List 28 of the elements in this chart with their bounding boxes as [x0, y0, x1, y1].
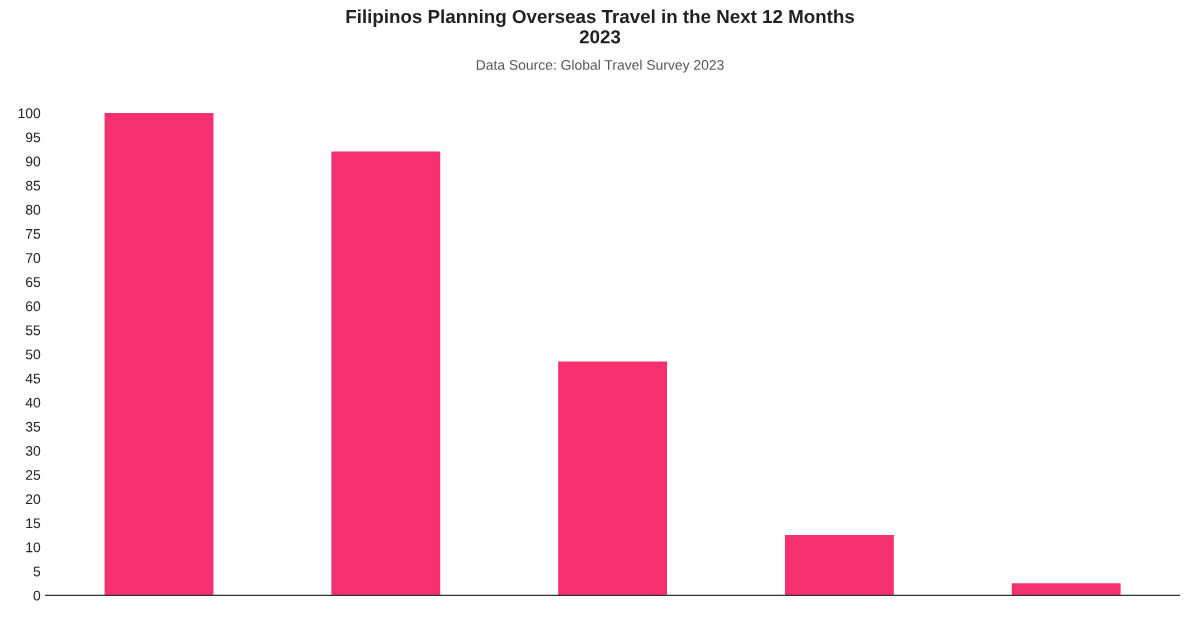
y-tick-label: 60	[26, 301, 41, 312]
y-tick-label: 70	[26, 253, 41, 263]
bar	[558, 361, 668, 596]
y-tick-label: 20	[25, 494, 41, 505]
chart-subtitle: Data Source: Global Travel Survey 2023	[476, 59, 724, 73]
y-tick-label: 5	[33, 566, 41, 577]
y-tick-label: 65	[26, 277, 41, 288]
y-tick-label: 75	[26, 229, 41, 239]
bar	[331, 151, 441, 596]
bar	[784, 535, 894, 596]
y-tick-label: 50	[25, 349, 41, 360]
y-tick-label: 15	[26, 518, 41, 529]
y-tick-label: 100	[18, 108, 41, 119]
y-tick-label: 45	[25, 373, 41, 384]
bar	[104, 113, 214, 596]
y-tick-label: 35	[25, 421, 41, 432]
y-tick-label: 0	[33, 590, 41, 601]
y-tick-label: 30	[25, 445, 41, 456]
y-tick-label: 25	[25, 470, 41, 480]
y-tick-label: 10	[26, 542, 41, 553]
bar	[1011, 583, 1121, 596]
y-tick-label: 90	[25, 156, 41, 167]
chart-title: Filipinos Planning Overseas Travel in the Next 12 Months 2023	[346, 9, 855, 44]
y-tick-label: 85	[25, 180, 41, 191]
y-tick-label: 40	[25, 397, 41, 408]
y-tick-label: 95	[25, 132, 41, 143]
y-tick-label: 55	[25, 325, 41, 336]
y-tick-label: 80	[25, 204, 41, 215]
